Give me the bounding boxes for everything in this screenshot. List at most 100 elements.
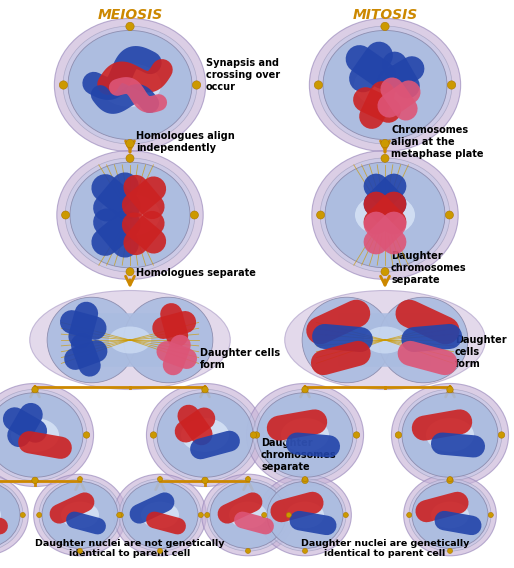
Ellipse shape (70, 162, 190, 268)
Circle shape (246, 477, 250, 482)
Ellipse shape (11, 418, 59, 452)
Text: Daughter nuclei are genetically
identical to parent cell: Daughter nuclei are genetically identica… (301, 538, 469, 558)
Circle shape (117, 512, 122, 517)
Circle shape (157, 548, 162, 553)
Ellipse shape (320, 158, 450, 272)
Ellipse shape (398, 390, 502, 481)
Circle shape (302, 386, 308, 393)
Ellipse shape (100, 194, 160, 236)
Ellipse shape (312, 151, 458, 279)
Text: Daughter
chromosomes
separate: Daughter chromosomes separate (391, 252, 467, 285)
Circle shape (202, 477, 208, 483)
Ellipse shape (267, 482, 343, 549)
Ellipse shape (229, 502, 267, 528)
Ellipse shape (309, 18, 461, 152)
Circle shape (150, 432, 157, 438)
Circle shape (448, 477, 452, 482)
Ellipse shape (124, 297, 213, 383)
Ellipse shape (253, 390, 357, 481)
FancyBboxPatch shape (84, 313, 176, 367)
Circle shape (447, 477, 453, 483)
Text: Synapsis and
crossing over
occur: Synapsis and crossing over occur (206, 59, 280, 91)
Ellipse shape (286, 502, 324, 528)
Ellipse shape (0, 383, 94, 487)
Circle shape (192, 81, 201, 89)
Text: Daughter
cells
form: Daughter cells form (455, 335, 507, 369)
Ellipse shape (0, 474, 28, 556)
Circle shape (32, 386, 38, 393)
FancyBboxPatch shape (339, 313, 431, 367)
Ellipse shape (0, 482, 20, 549)
Text: Homologues separate: Homologues separate (136, 268, 256, 278)
Circle shape (447, 81, 456, 89)
Circle shape (262, 512, 267, 517)
Ellipse shape (114, 474, 206, 556)
Circle shape (78, 548, 83, 553)
Ellipse shape (354, 63, 416, 107)
Ellipse shape (259, 474, 352, 556)
Circle shape (59, 81, 68, 89)
Ellipse shape (403, 474, 497, 556)
Circle shape (488, 512, 493, 517)
Circle shape (246, 548, 250, 553)
Circle shape (157, 477, 162, 482)
Circle shape (447, 386, 453, 393)
Circle shape (32, 477, 38, 483)
Circle shape (446, 211, 453, 219)
Circle shape (381, 22, 389, 31)
Circle shape (448, 548, 452, 553)
Ellipse shape (122, 482, 198, 549)
Ellipse shape (141, 502, 179, 528)
Ellipse shape (355, 194, 415, 236)
Ellipse shape (264, 479, 346, 551)
Ellipse shape (65, 158, 195, 272)
Text: Daughter cells
form: Daughter cells form (200, 348, 280, 370)
Circle shape (126, 268, 134, 275)
Ellipse shape (323, 31, 447, 140)
Text: MEIOSIS: MEIOSIS (97, 8, 162, 22)
Ellipse shape (54, 18, 206, 152)
Ellipse shape (409, 479, 491, 551)
Circle shape (250, 432, 256, 438)
Circle shape (381, 139, 389, 148)
Circle shape (202, 386, 208, 393)
Text: Daughter
chromosomes
separate: Daughter chromosomes separate (261, 438, 337, 471)
Ellipse shape (47, 297, 136, 383)
Ellipse shape (392, 383, 508, 487)
Ellipse shape (201, 474, 295, 556)
Circle shape (198, 512, 204, 517)
Circle shape (83, 432, 90, 438)
Ellipse shape (302, 297, 391, 383)
Ellipse shape (30, 290, 230, 390)
Ellipse shape (426, 418, 474, 452)
Circle shape (498, 432, 505, 438)
Circle shape (343, 512, 348, 517)
Ellipse shape (39, 479, 121, 551)
Circle shape (190, 211, 198, 219)
Ellipse shape (364, 327, 406, 353)
Circle shape (36, 512, 42, 517)
Circle shape (62, 211, 69, 219)
Text: Chromosomes
align at the
metaphase plate: Chromosomes align at the metaphase plate (391, 126, 484, 158)
Text: Daughter nuclei are not genetically
identical to parent cell: Daughter nuclei are not genetically iden… (35, 538, 225, 558)
Circle shape (205, 512, 210, 517)
Ellipse shape (412, 482, 488, 549)
Circle shape (126, 139, 134, 148)
Ellipse shape (0, 502, 1, 528)
Circle shape (302, 548, 307, 553)
Circle shape (353, 432, 360, 438)
Ellipse shape (379, 297, 468, 383)
Ellipse shape (281, 418, 329, 452)
Circle shape (78, 477, 83, 482)
Ellipse shape (109, 327, 151, 353)
Ellipse shape (146, 383, 264, 487)
Ellipse shape (0, 392, 83, 477)
Text: MITOSIS: MITOSIS (353, 8, 417, 22)
Text: Homologues align
independently: Homologues align independently (136, 131, 235, 153)
Ellipse shape (0, 479, 23, 551)
Circle shape (302, 477, 308, 483)
Circle shape (20, 512, 25, 517)
Circle shape (118, 512, 123, 517)
Circle shape (381, 154, 389, 162)
Ellipse shape (257, 392, 353, 477)
